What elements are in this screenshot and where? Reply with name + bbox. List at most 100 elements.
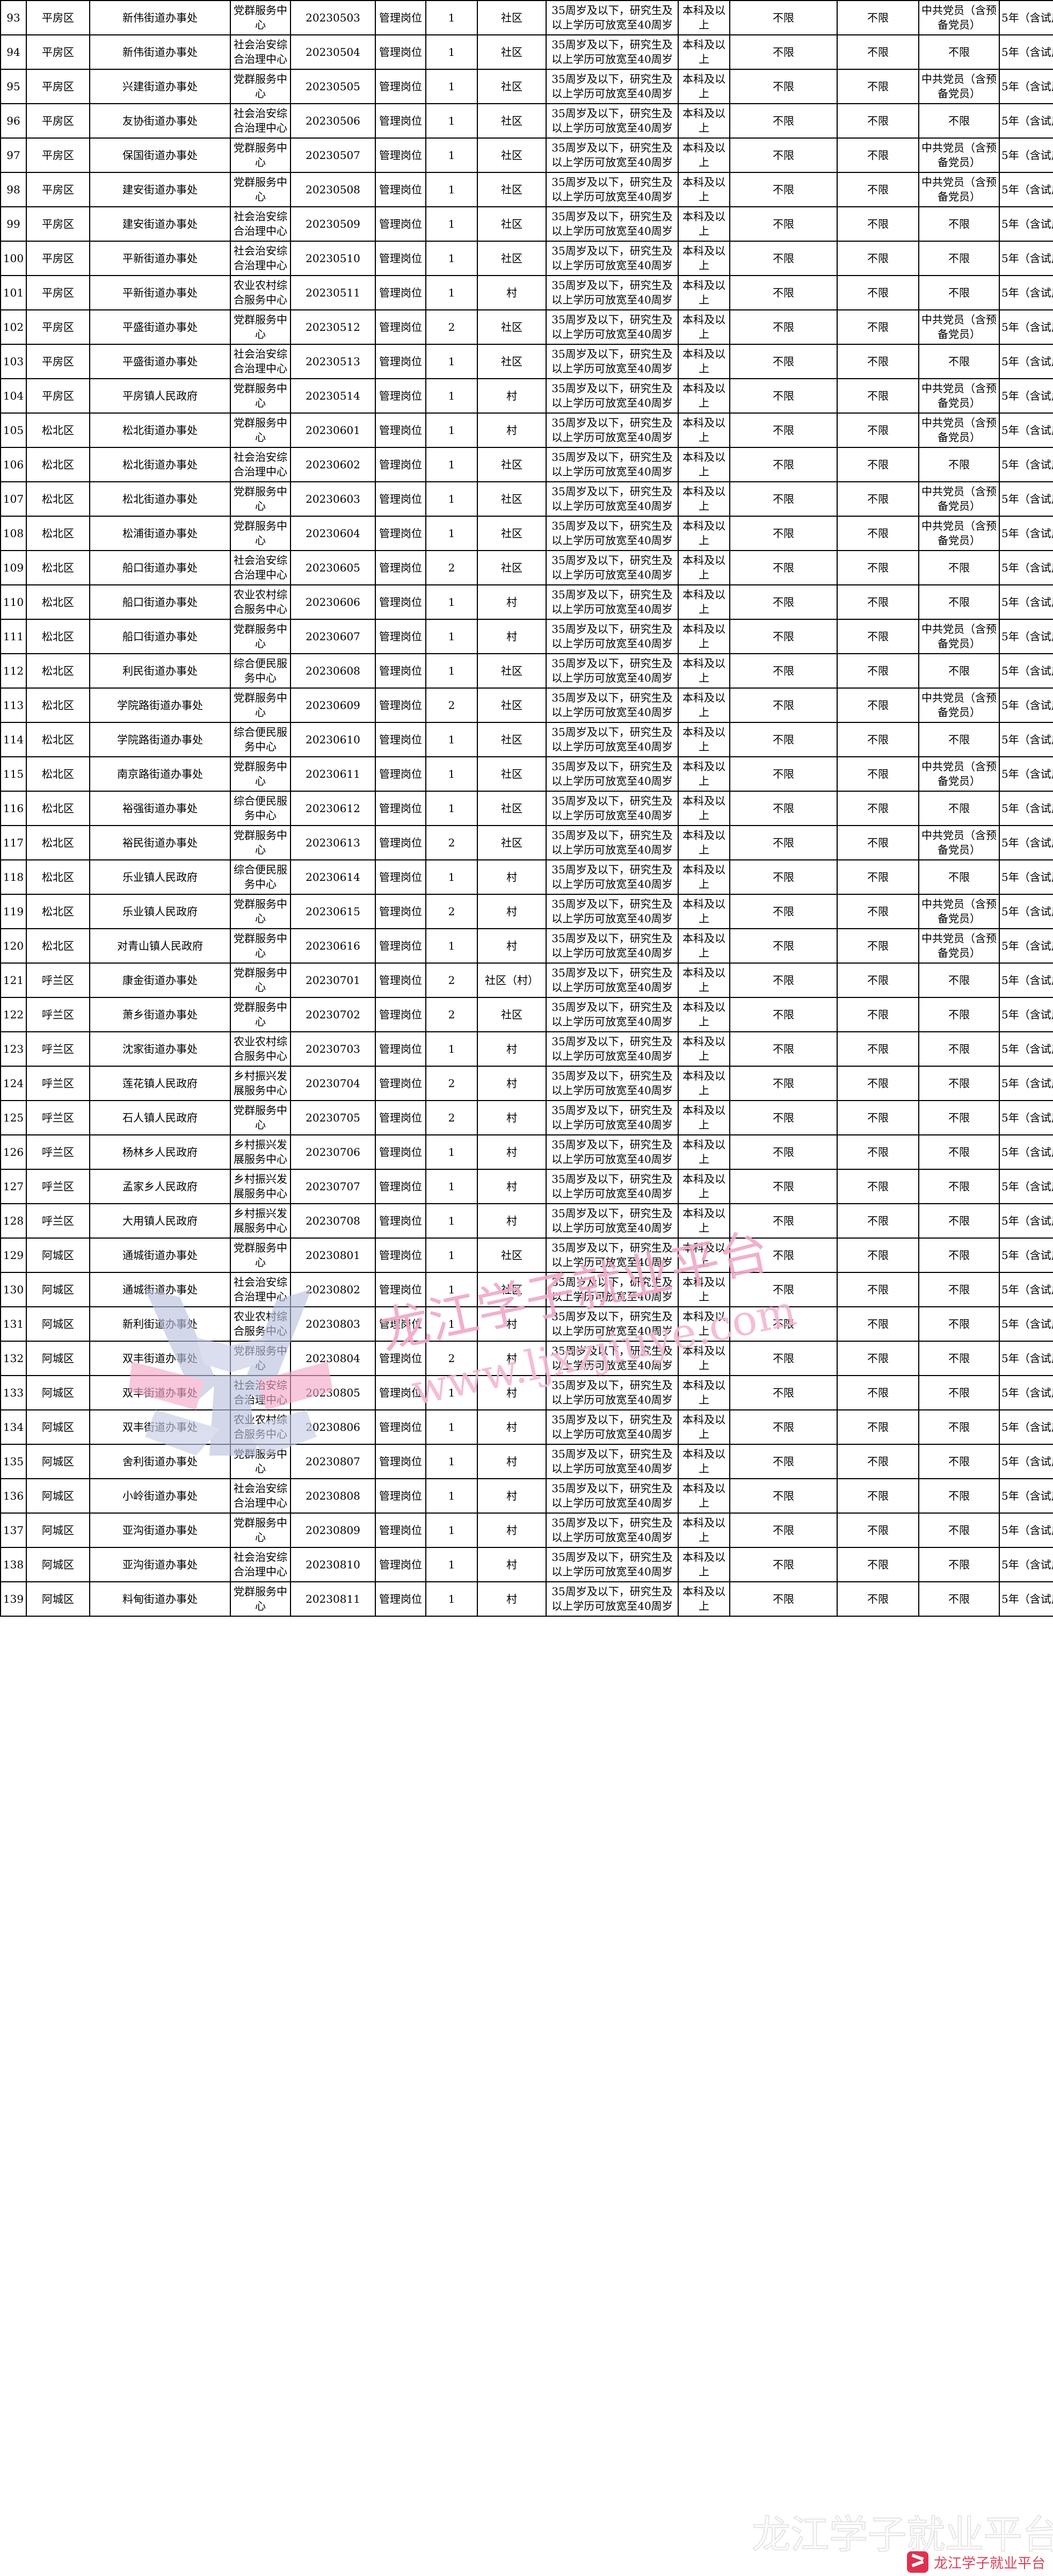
cell-service_term: 5年（含试用期） [999, 241, 1053, 276]
cell-major: 不限 [729, 928, 838, 964]
cell-service_term: 5年（含试用期） [999, 103, 1053, 139]
cell-no: 125 [0, 1100, 27, 1135]
cell-other: 不限 [837, 1409, 919, 1445]
cell-code: 20230801 [290, 1238, 376, 1273]
cell-unit: 双丰街道办事处 [89, 1341, 231, 1376]
cell-post_type: 管理岗位 [375, 1203, 426, 1239]
cell-other: 不限 [837, 1375, 919, 1410]
cell-department: 社会治安综合治理中心 [230, 206, 291, 242]
cell-no: 130 [0, 1272, 27, 1307]
cell-count: 2 [425, 997, 478, 1032]
cell-no: 104 [0, 378, 27, 414]
cell-department: 党群服务中心 [230, 172, 291, 207]
table-row: 100 平房区 平新街道办事处 社会治安综合治理中心 20230510 管理岗位 1 社区 35… [0, 241, 1053, 276]
cell-major: 不限 [729, 275, 838, 310]
cell-district: 平房区 [26, 344, 90, 379]
cell-education: 本科及以上 [678, 756, 730, 792]
cell-major: 不限 [729, 653, 838, 689]
cell-age: 35周岁及以下，研究生及以上学历可放宽至40周岁 [546, 241, 679, 276]
cell-post_type: 管理岗位 [375, 756, 426, 792]
cell-service_term: 5年（含试用期） [999, 378, 1053, 414]
cell-service_term: 5年（含试用期） [999, 1203, 1053, 1239]
cell-other: 不限 [837, 1478, 919, 1514]
cell-age: 35周岁及以下，研究生及以上学历可放宽至40周岁 [546, 1444, 679, 1479]
cell-unit: 舍利街道办事处 [89, 1444, 231, 1479]
cell-service_place: 社区 [477, 138, 547, 173]
cell-political: 不限 [918, 584, 1000, 620]
cell-age: 35周岁及以下，研究生及以上学历可放宽至40周岁 [546, 1409, 679, 1445]
cell-unit: 松北街道办事处 [89, 413, 231, 448]
cell-post_type: 管理岗位 [375, 309, 426, 345]
position-table: 93 平房区 新伟街道办事处 党群服务中心 20230503 管理岗位 1 社区 35周岁及以下… [0, 0, 1053, 1617]
cell-service_term: 5年（含试用期） [999, 0, 1053, 35]
table-row: 135 阿城区 舍利街道办事处 党群服务中心 20230807 管理岗位 1 村 35周岁及以下… [0, 1444, 1053, 1479]
cell-political: 不限 [918, 241, 1000, 276]
cell-code: 20230611 [290, 756, 376, 792]
cell-age: 35周岁及以下，研究生及以上学历可放宽至40周岁 [546, 1547, 679, 1582]
cell-service_term: 5年（含试用期） [999, 138, 1053, 173]
cell-department: 党群服务中心 [230, 928, 291, 964]
cell-other: 不限 [837, 378, 919, 414]
cell-code: 20230612 [290, 791, 376, 826]
cell-post_type: 管理岗位 [375, 1272, 426, 1307]
cell-major: 不限 [729, 1341, 838, 1376]
cell-code: 20230810 [290, 1547, 376, 1582]
cell-no: 99 [0, 206, 27, 242]
cell-department: 党群服务中心 [230, 1341, 291, 1376]
cell-service_place: 村 [477, 584, 547, 620]
cell-age: 35周岁及以下，研究生及以上学历可放宽至40周岁 [546, 1375, 679, 1410]
cell-no: 95 [0, 69, 27, 104]
table-row: 134 阿城区 双丰街道办事处 农业农村综合服务中心 20230806 管理岗位 1 村 35周… [0, 1409, 1053, 1445]
cell-service_term: 5年（含试用期） [999, 516, 1053, 551]
cell-post_type: 管理岗位 [375, 447, 426, 482]
cell-political: 不限 [918, 1306, 1000, 1342]
cell-major: 不限 [729, 894, 838, 929]
cell-post_type: 管理岗位 [375, 1513, 426, 1548]
cell-no: 105 [0, 413, 27, 448]
cell-count: 1 [425, 1134, 478, 1170]
table-row: 133 阿城区 双丰街道办事处 社会治安综合治理中心 20230805 管理岗位 1 村 35周… [0, 1375, 1053, 1410]
cell-major: 不限 [729, 1547, 838, 1582]
cell-age: 35周岁及以下，研究生及以上学历可放宽至40周岁 [546, 69, 679, 104]
cell-no: 121 [0, 963, 27, 998]
cell-district: 呼兰区 [26, 1169, 90, 1204]
cell-district: 平房区 [26, 378, 90, 414]
cell-district: 松北区 [26, 584, 90, 620]
cell-major: 不限 [729, 584, 838, 620]
cell-district: 松北区 [26, 619, 90, 654]
cell-age: 35周岁及以下，研究生及以上学历可放宽至40周岁 [546, 791, 679, 826]
cell-post_type: 管理岗位 [375, 103, 426, 139]
cell-education: 本科及以上 [678, 1031, 730, 1067]
cell-service_place: 社区 [477, 481, 547, 517]
cell-major: 不限 [729, 516, 838, 551]
cell-no: 122 [0, 997, 27, 1032]
table-row: 118 松北区 乐业镇人民政府 综合便民服务中心 20230614 管理岗位 1 村 35周岁及… [0, 859, 1053, 895]
table-row: 106 松北区 松北街道办事处 社会治安综合治理中心 20230602 管理岗位 1 社区 35… [0, 447, 1053, 482]
cell-major: 不限 [729, 791, 838, 826]
cell-count: 1 [425, 344, 478, 379]
cell-other: 不限 [837, 1100, 919, 1135]
cell-department: 党群服务中心 [230, 1513, 291, 1548]
cell-education: 本科及以上 [678, 688, 730, 723]
cell-service_term: 5年（含试用期） [999, 963, 1053, 998]
cell-count: 2 [425, 1100, 478, 1135]
cell-service_term: 5年（含试用期） [999, 1341, 1053, 1376]
table-row: 94 平房区 新伟街道办事处 社会治安综合治理中心 20230504 管理岗位 1 社区 35周… [0, 34, 1053, 70]
cell-count: 1 [425, 103, 478, 139]
cell-district: 阿城区 [26, 1306, 90, 1342]
cell-other: 不限 [837, 791, 919, 826]
cell-service_place: 社区 [477, 309, 547, 345]
cell-education: 本科及以上 [678, 69, 730, 104]
cell-age: 35周岁及以下，研究生及以上学历可放宽至40周岁 [546, 688, 679, 723]
cell-unit: 莲花镇人民政府 [89, 1066, 231, 1101]
cell-service_term: 5年（含试用期） [999, 584, 1053, 620]
cell-department: 乡村振兴发展服务中心 [230, 1169, 291, 1204]
cell-unit: 平房镇人民政府 [89, 378, 231, 414]
table-row: 127 呼兰区 孟家乡人民政府 乡村振兴发展服务中心 20230707 管理岗位 1 村 35周… [0, 1169, 1053, 1204]
cell-service_place: 村 [477, 275, 547, 310]
cell-code: 20230510 [290, 241, 376, 276]
cell-education: 本科及以上 [678, 1444, 730, 1479]
cell-district: 平房区 [26, 103, 90, 139]
cell-district: 平房区 [26, 138, 90, 173]
cell-age: 35周岁及以下，研究生及以上学历可放宽至40周岁 [546, 1238, 679, 1273]
